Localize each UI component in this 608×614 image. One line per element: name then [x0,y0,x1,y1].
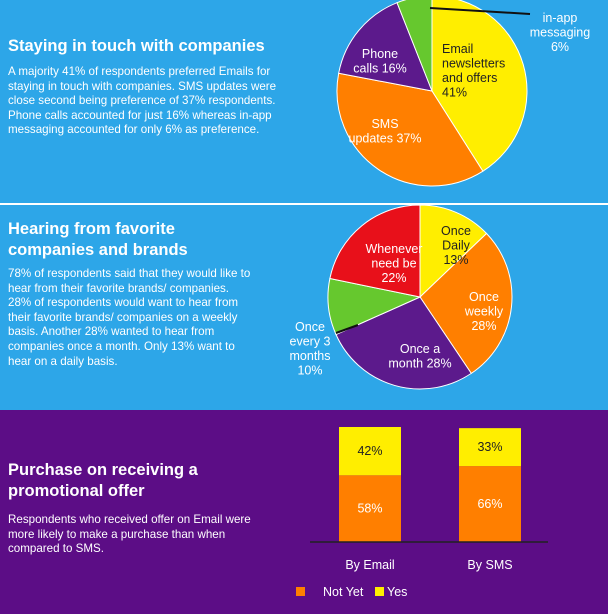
pie-label-whenever-need-be: Whenever need be 22% [366,242,423,285]
pie-slice-phone-calls [338,2,433,92]
bar-data-label: 58% [357,502,382,516]
section-staying-in-touch: Staying in touch with companies A majori… [0,0,608,203]
pie-label-once-a-month: Once a month 28% [388,342,451,371]
section-heading: Staying in touch with companies [8,37,265,55]
x-tick-label-by-sms: By SMS [467,558,512,572]
section-heading: Purchase on receiving a promotional offe… [8,461,198,500]
pie-label-in-app-messaging: in-app messaging 6% [530,11,590,54]
legend-swatch-not-yet [296,587,305,596]
pie-label-sms-updates: SMS updates 37% [349,117,422,146]
bar-by-sms-yes [459,428,521,467]
x-tick-label-by-email: By Email [345,558,394,572]
pie-slice-once-weekly [419,232,513,375]
pie-slice-once-a-month [335,296,472,390]
bar-by-email-yes [339,427,401,476]
section-heading: Hearing from favorite companies and bran… [8,220,188,259]
legend-label-yes: Yes [387,585,407,599]
section-hearing-from-brands: Hearing from favorite companies and bran… [0,203,608,410]
legend-label-not-yet: Not Yet [323,585,364,599]
bar-data-label: 42% [357,444,382,458]
bar-data-label: 66% [477,497,502,511]
pie-slice-whenever-need-be [329,205,421,298]
pie-slice-sms-updates [336,72,484,187]
section-body: Respondents who received offer on Email … [8,513,251,556]
bar-data-label: 33% [477,440,502,454]
pie-label-once-daily: Once Daily 13% [441,224,471,267]
pie-label-phone-calls: Phone calls 16% [353,47,407,76]
legend-swatch-yes [375,587,384,596]
pie-label-email-newsletters-and-offers: Email newsletters and offers 41% [442,42,505,100]
pie-leader-line [335,324,359,334]
pie-chart-staying-in-touch: Email newsletters and offers 41% SMS updates … [336,0,590,187]
bar-by-email-not-yet [339,475,401,542]
pie-chart-hearing-from-brands: Once Daily 13% Once weekly 28% Once a month 28%… [290,205,513,390]
bar-by-sms-not-yet [459,466,521,542]
section-body: 78% of respondents said that they would … [8,267,251,368]
pie-slice-in-app-messaging [396,0,433,92]
pie-slice-once-daily [419,205,488,299]
pie-leader-line [429,7,531,15]
section-purchase: Purchase on receiving a promotional offe… [0,410,608,614]
section-body: A majority 41% of respondents preferred … [8,65,277,137]
bar-chart-purchase: 58% 42% By Email 66% 33% By SMS Not Yet Yes [296,427,548,599]
pie-label-once-every-3-months: Once every 3 months 10% [290,320,331,378]
pie-label-once-weekly: Once weekly 28% [464,290,504,333]
